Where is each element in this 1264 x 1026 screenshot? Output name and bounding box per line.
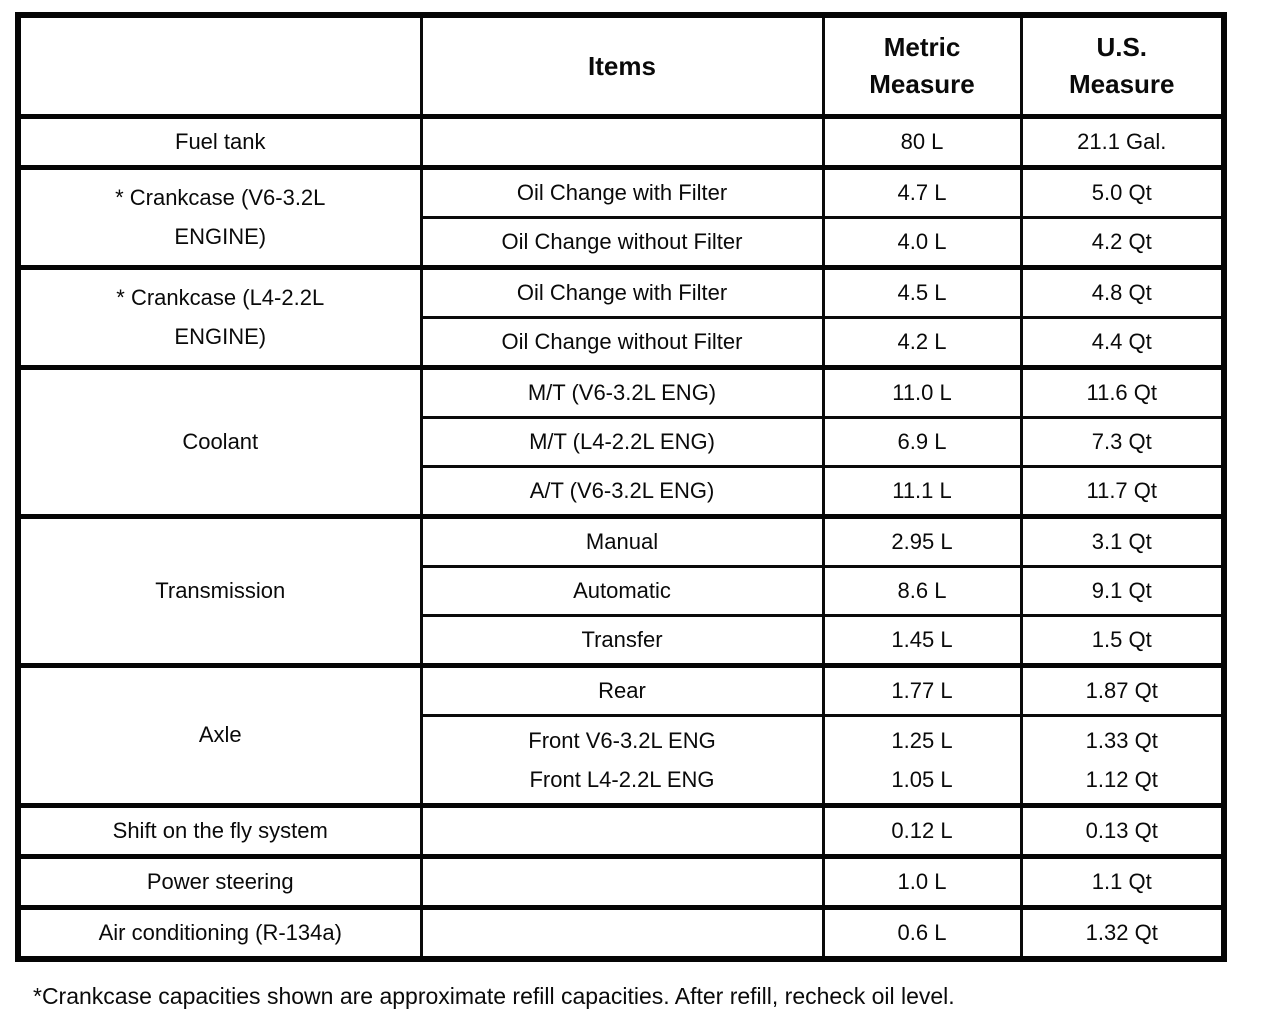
item-cell [419, 114, 825, 169]
us-cell: 5.0 Qt [1019, 165, 1226, 219]
us-cell: 11.6 Qt [1019, 365, 1226, 419]
us-cell: 1.1 Qt [1019, 854, 1226, 909]
category-cell: Air conditioning (R-134a) [16, 905, 423, 961]
metric-cell: 1.0 L [821, 854, 1023, 909]
category-cell: Shift on the fly system [16, 803, 423, 858]
category-cell: Coolant [16, 365, 423, 518]
us-cell: 9.1 Qt [1019, 565, 1226, 617]
us-cell: 11.7 Qt [1019, 465, 1226, 518]
item-cell: Rear [419, 663, 825, 717]
metric-cell: 11.0 L [821, 365, 1023, 419]
item-cell: M/T (L4-2.2L ENG) [419, 416, 825, 468]
header-row: Items Metric Measure U.S. Measure [16, 13, 1226, 119]
row-transmission-transfer: Transfer 1.45 L 1.5 Qt [18, 614, 1226, 667]
row-crankcase-l4-without-filter: Oil Change without Filter 4.2 L 4.4 Qt [18, 316, 1226, 369]
row-coolant-mt-v6: Coolant M/T (V6-3.2L ENG) 11.0 L 11.6 Qt [16, 365, 1226, 518]
row-air-conditioning: Air conditioning (R-134a) 0.6 L 1.32 Qt [16, 905, 1226, 961]
item-cell: M/T (V6-3.2L ENG) [419, 365, 825, 419]
item-cell [419, 854, 825, 909]
us-cell: 4.8 Qt [1019, 265, 1226, 319]
row-axle-rear: Axle Rear 1.77 L 1.87 Qt [16, 663, 1226, 807]
item-cell: Oil Change without Filter [419, 216, 825, 269]
metric-cell: 2.95 L [821, 514, 1023, 568]
us-cell: 1.87 Qt [1019, 663, 1226, 717]
category-cell: Fuel tank [16, 114, 423, 169]
row-coolant-at-v6: A/T (V6-3.2L ENG) 11.1 L 11.7 Qt [18, 465, 1226, 518]
us-cell: 1.5 Qt [1019, 614, 1226, 667]
us-cell: 21.1 Gal. [1019, 114, 1226, 169]
item-cell: A/T (V6-3.2L ENG) [419, 465, 825, 518]
row-shift-on-the-fly: Shift on the fly system 0.12 L 0.13 Qt [16, 803, 1226, 858]
category-cell: Power steering [16, 854, 423, 909]
category-cell: Axle [16, 663, 423, 807]
row-crankcase-v6-without-filter: Oil Change without Filter 4.0 L 4.2 Qt [18, 216, 1226, 269]
metric-cell: 1.77 L [821, 663, 1023, 717]
metric-cell: 11.1 L [821, 465, 1023, 518]
us-cell: 7.3 Qt [1019, 416, 1226, 468]
item-cell [419, 803, 825, 858]
us-cell: 1.32 Qt [1019, 905, 1226, 961]
metric-cell: 80 L [821, 114, 1023, 169]
capacities-table-container: Items Metric Measure U.S. Measure Fuel t… [15, 12, 1227, 962]
row-fuel-tank: Fuel tank 80 L 21.1 Gal. [16, 114, 1226, 169]
metric-cell: 4.5 L [821, 265, 1023, 319]
us-cell: 4.4 Qt [1019, 316, 1226, 369]
item-cell [419, 905, 825, 961]
category-cell: Transmission [16, 514, 423, 667]
metric-cell: 6.9 L [821, 416, 1023, 468]
header-metric-measure: Metric Measure [821, 13, 1023, 119]
header-category [16, 13, 423, 119]
item-cell: Oil Change with Filter [419, 265, 825, 319]
row-crankcase-l4-with-filter: * Crankcase (L4-2.2L ENGINE) Oil Change … [16, 265, 1226, 369]
metric-cell: 4.7 L [821, 165, 1023, 219]
metric-cell: 0.6 L [821, 905, 1023, 961]
category-cell: * Crankcase (L4-2.2L ENGINE) [16, 265, 423, 369]
metric-cell: 8.6 L [821, 565, 1023, 617]
header-items: Items [419, 13, 825, 119]
metric-cell: 1.25 L 1.05 L [821, 714, 1023, 807]
item-cell: Oil Change without Filter [419, 316, 825, 369]
fluid-capacities-table: Items Metric Measure U.S. Measure Fuel t… [15, 12, 1227, 962]
row-transmission-automatic: Automatic 8.6 L 9.1 Qt [18, 565, 1226, 617]
item-cell: Oil Change with Filter [419, 165, 825, 219]
item-cell: Front V6-3.2L ENG Front L4-2.2L ENG [419, 714, 825, 807]
us-cell: 0.13 Qt [1019, 803, 1226, 858]
crankcase-footnote: *Crankcase capacities shown are approxim… [33, 983, 955, 1009]
metric-cell: 1.45 L [821, 614, 1023, 667]
item-cell: Manual [419, 514, 825, 568]
category-cell: * Crankcase (V6-3.2L ENGINE) [16, 165, 423, 269]
us-cell: 3.1 Qt [1019, 514, 1226, 568]
us-cell: 4.2 Qt [1019, 216, 1226, 269]
metric-cell: 4.0 L [821, 216, 1023, 269]
us-cell: 1.33 Qt 1.12 Qt [1019, 714, 1226, 807]
metric-cell: 0.12 L [821, 803, 1023, 858]
row-coolant-mt-l4: M/T (L4-2.2L ENG) 6.9 L 7.3 Qt [18, 416, 1226, 468]
row-transmission-manual: Transmission Manual 2.95 L 3.1 Qt [16, 514, 1226, 667]
metric-cell: 4.2 L [821, 316, 1023, 369]
item-cell: Automatic [419, 565, 825, 617]
row-axle-front: Front V6-3.2L ENG Front L4-2.2L ENG 1.25… [18, 714, 1226, 807]
item-cell: Transfer [419, 614, 825, 667]
header-us-measure: U.S. Measure [1019, 13, 1226, 119]
row-power-steering: Power steering 1.0 L 1.1 Qt [16, 854, 1226, 909]
row-crankcase-v6-with-filter: * Crankcase (V6-3.2L ENGINE) Oil Change … [16, 165, 1226, 269]
